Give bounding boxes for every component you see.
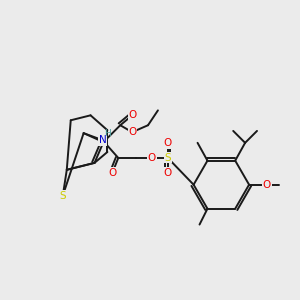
Text: S: S (164, 153, 171, 163)
Text: O: O (128, 110, 136, 120)
Text: O: O (108, 168, 116, 178)
Text: O: O (263, 180, 271, 190)
Text: O: O (164, 138, 172, 148)
Text: H: H (104, 129, 111, 138)
Text: N: N (99, 135, 106, 145)
Text: S: S (59, 190, 66, 201)
Text: O: O (164, 168, 172, 178)
Text: O: O (128, 127, 136, 137)
Text: O: O (148, 153, 156, 163)
